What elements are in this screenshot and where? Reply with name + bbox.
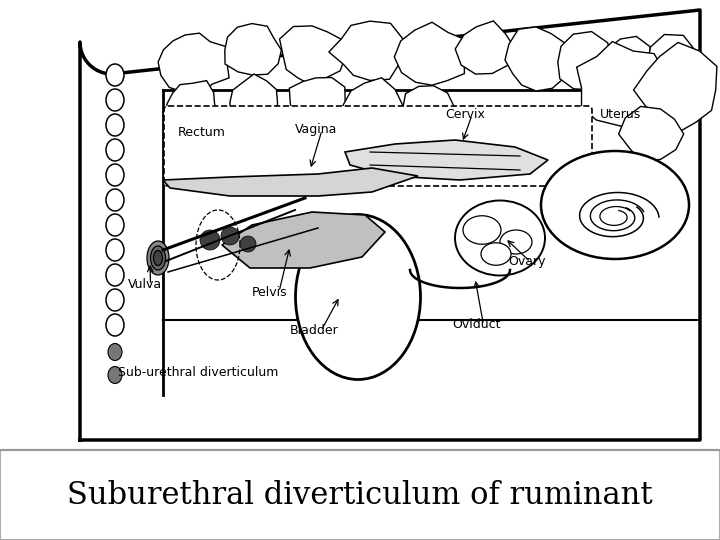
FancyBboxPatch shape [164, 106, 592, 186]
Ellipse shape [106, 114, 124, 136]
Ellipse shape [106, 189, 124, 211]
Ellipse shape [106, 239, 124, 261]
Polygon shape [163, 168, 418, 196]
Ellipse shape [481, 243, 511, 265]
Ellipse shape [106, 314, 124, 336]
Polygon shape [618, 106, 684, 161]
Ellipse shape [106, 289, 124, 311]
Polygon shape [222, 212, 385, 268]
Polygon shape [505, 27, 565, 91]
Text: Pelvis: Pelvis [252, 286, 287, 299]
Polygon shape [634, 43, 717, 132]
Polygon shape [200, 230, 220, 250]
Polygon shape [289, 78, 345, 127]
Text: Oviduct: Oviduct [452, 319, 500, 332]
Ellipse shape [106, 89, 124, 111]
Ellipse shape [147, 241, 169, 275]
Polygon shape [403, 86, 455, 132]
Polygon shape [647, 35, 705, 93]
Text: Bladder: Bladder [290, 323, 338, 336]
Ellipse shape [106, 64, 124, 86]
Ellipse shape [455, 200, 545, 275]
Polygon shape [455, 21, 516, 74]
Text: Cervix: Cervix [445, 109, 485, 122]
Polygon shape [167, 80, 218, 130]
Polygon shape [395, 22, 466, 85]
Polygon shape [558, 31, 613, 90]
Ellipse shape [295, 214, 420, 380]
Ellipse shape [500, 230, 532, 254]
Ellipse shape [106, 164, 124, 186]
Text: Uterus: Uterus [600, 109, 642, 122]
Ellipse shape [541, 151, 689, 259]
Text: Ovary: Ovary [508, 255, 546, 268]
Bar [0, 450, 720, 540]
Ellipse shape [106, 214, 124, 236]
Ellipse shape [108, 343, 122, 361]
Polygon shape [343, 78, 402, 127]
Polygon shape [577, 42, 672, 130]
Polygon shape [345, 140, 548, 180]
Ellipse shape [153, 251, 163, 266]
Polygon shape [603, 36, 652, 88]
Text: Vagina: Vagina [295, 124, 338, 137]
Polygon shape [230, 74, 277, 130]
Text: Suburethral diverticulum of ruminant: Suburethral diverticulum of ruminant [67, 480, 653, 510]
Text: Sub-urethral diverticulum: Sub-urethral diverticulum [118, 366, 279, 379]
Ellipse shape [108, 367, 122, 383]
Polygon shape [158, 33, 229, 96]
Polygon shape [279, 26, 346, 85]
Polygon shape [240, 236, 256, 252]
Text: Rectum: Rectum [178, 125, 226, 138]
Ellipse shape [106, 139, 124, 161]
Ellipse shape [463, 216, 501, 244]
Polygon shape [329, 21, 411, 80]
Ellipse shape [106, 264, 124, 286]
Text: Vulva: Vulva [128, 279, 162, 292]
Ellipse shape [150, 246, 166, 270]
Polygon shape [221, 227, 239, 245]
Polygon shape [225, 24, 282, 75]
